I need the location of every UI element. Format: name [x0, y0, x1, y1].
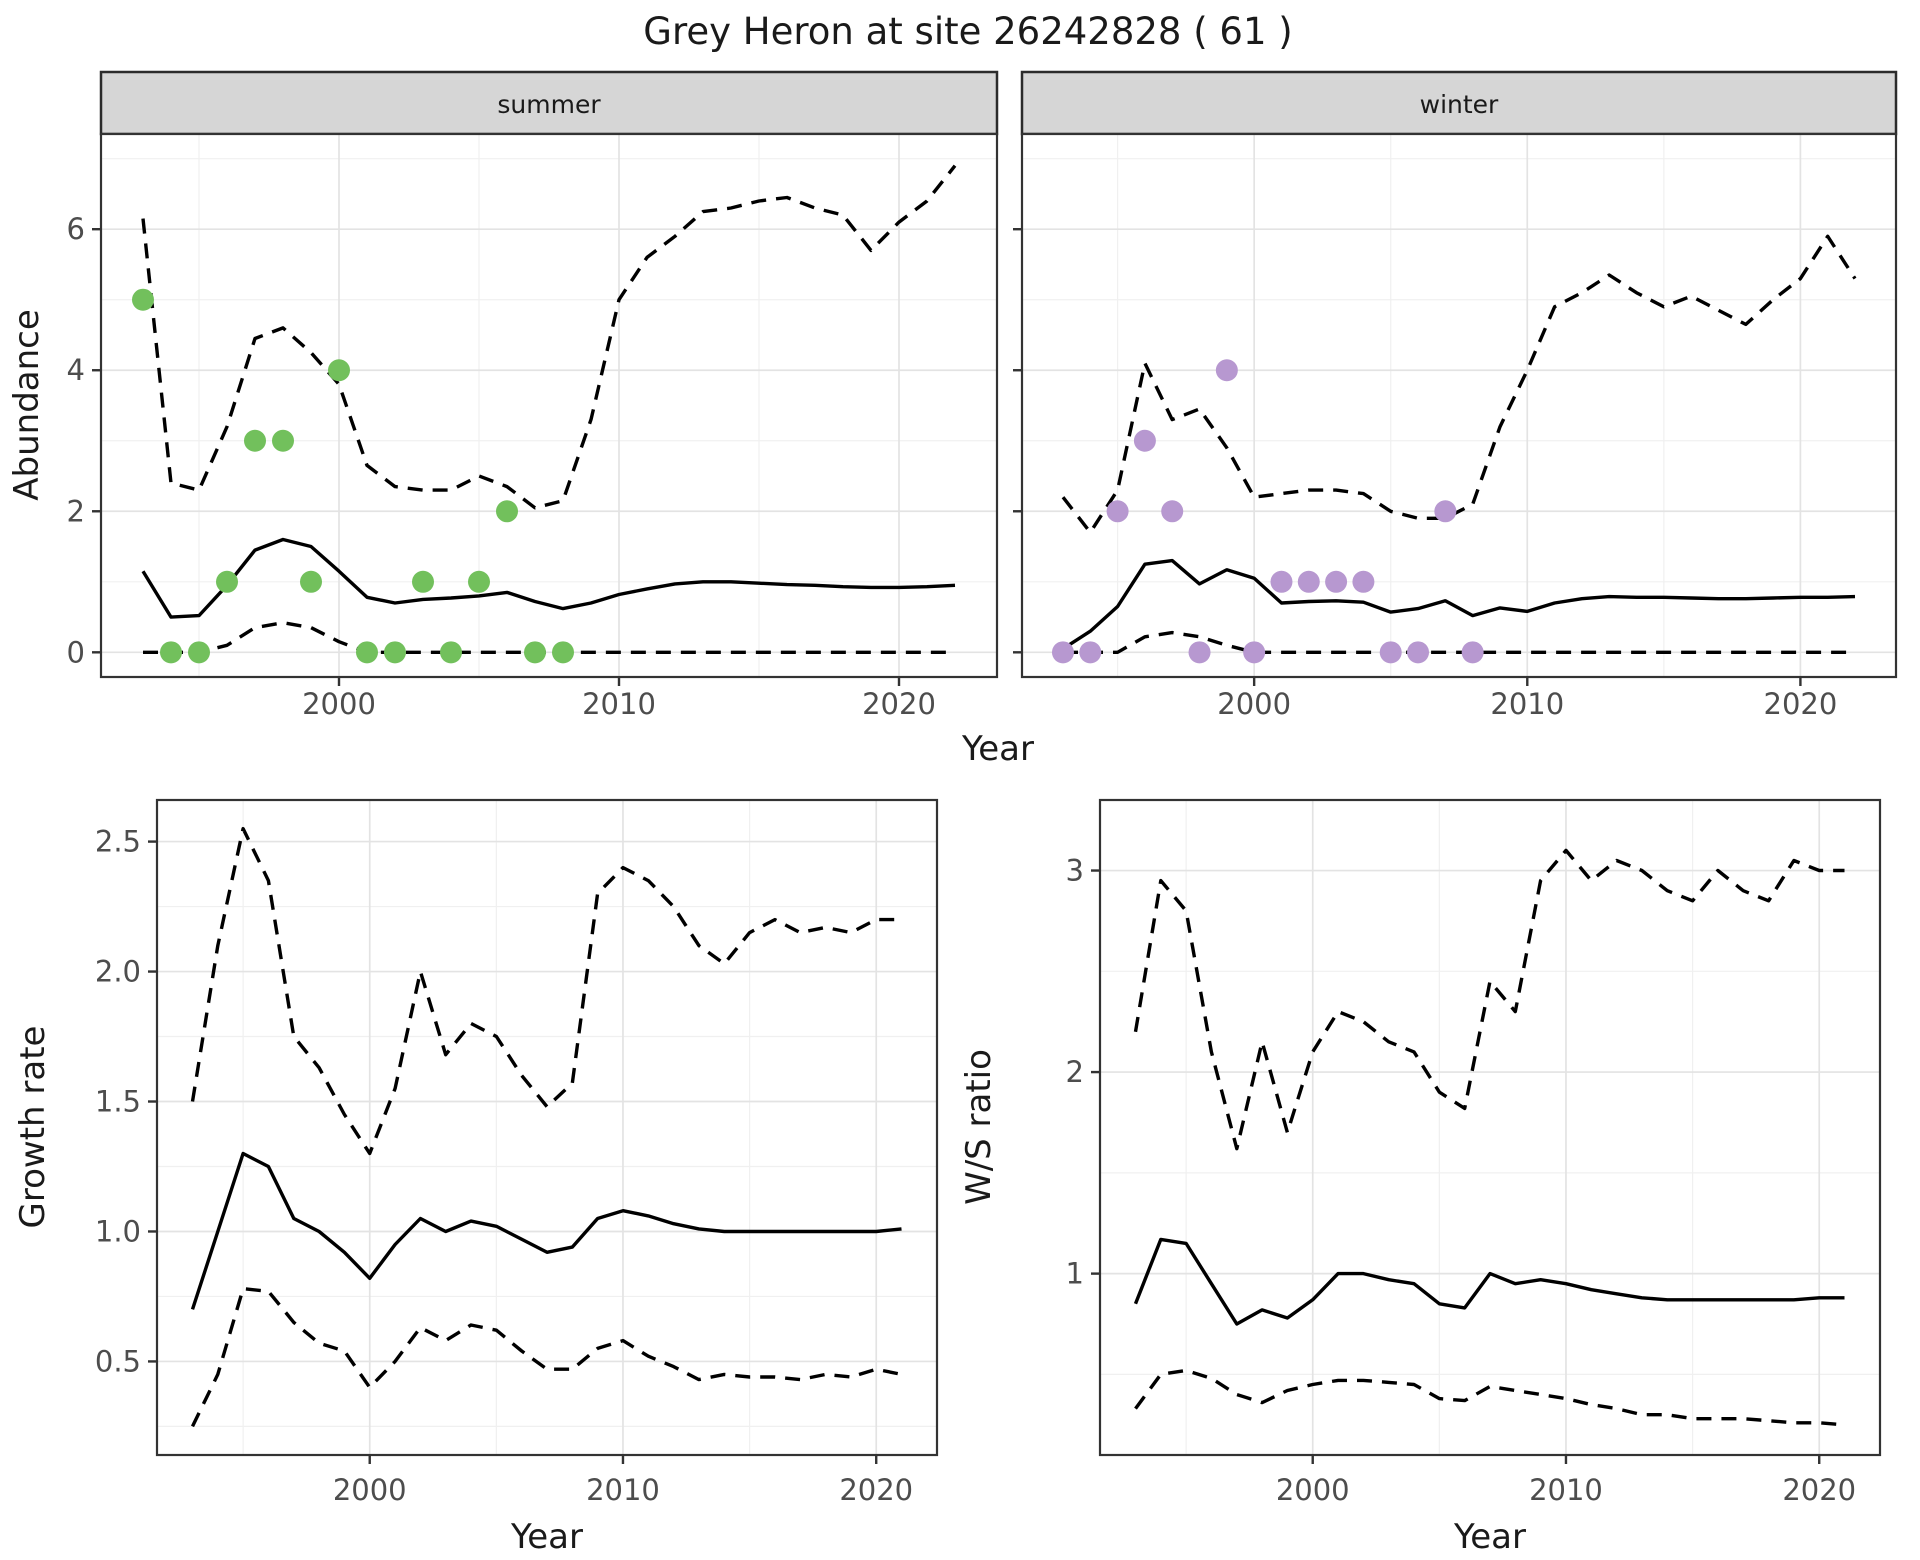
- summer-observation-point: [496, 500, 518, 523]
- summer-observation-point: [468, 570, 490, 593]
- facet-strip-summer-label: summer: [497, 90, 601, 119]
- series-median-line: [141, 537, 956, 619]
- winter-observation-point: [1379, 641, 1402, 664]
- series-median-line: [1062, 558, 1856, 651]
- winter-observation-point: [1161, 500, 1184, 523]
- x-tick-label: 2020: [1764, 687, 1838, 721]
- panel-layer: 2000 2010 2020 0 2 4 6 2000 2010 2020 2000 2010 2020…: [67, 132, 1898, 1507]
- summer-observation-point: [356, 641, 378, 664]
- summer-observation-point: [188, 641, 210, 664]
- x-tick-label: 2000: [1276, 1473, 1350, 1507]
- panel-border: [99, 132, 999, 679]
- summer-observation-point: [132, 288, 154, 311]
- winter-observation-point: [1352, 570, 1375, 593]
- summer-observation-point: [524, 641, 546, 664]
- winter-observation-point: [1188, 641, 1211, 664]
- winter-observation-point: [1461, 641, 1484, 664]
- y-tick-label: 2: [1066, 1055, 1084, 1089]
- winter-observation-point: [1051, 641, 1074, 664]
- x-tick-label: 2010: [1490, 687, 1564, 721]
- growth-year-axis-title: Year: [510, 1517, 583, 1557]
- panel-border: [1098, 798, 1882, 1457]
- summer-observation-point: [440, 641, 462, 664]
- panel-winter: 2000 2010 2020: [1013, 132, 1898, 721]
- y-tick-label: 1.5: [95, 1085, 141, 1119]
- y-tick-label: 0.5: [95, 1344, 141, 1378]
- x-tick-label: 2000: [1217, 687, 1291, 721]
- winter-observation-point: [1079, 641, 1102, 664]
- panel-growth: 2000 2010 2020 0.5 1.0 1.5 2.0 2.5: [95, 798, 939, 1507]
- top-year-axis-title: Year: [961, 729, 1034, 769]
- winter-observation-point: [1325, 570, 1348, 593]
- series-median-line: [190, 1151, 902, 1310]
- x-tick-label: 2020: [862, 687, 936, 721]
- winter-observation-point: [1407, 641, 1430, 664]
- summer-observation-point: [552, 641, 574, 664]
- series-upper_ci-line: [141, 164, 957, 510]
- series-lower_ci-line: [143, 621, 955, 654]
- x-tick-label: 2020: [839, 1473, 913, 1507]
- x-tick-label: 2000: [302, 687, 376, 721]
- y-tick-label: 3: [1066, 854, 1084, 888]
- facet-strip-winter: winter: [1020, 70, 1898, 136]
- facet-strip-winter-bg: [1020, 70, 1898, 136]
- ws-ratio-axis-title: W/S ratio: [959, 1049, 999, 1205]
- summer-observation-point: [272, 429, 294, 452]
- figure-title: Grey Heron at site 26242828 ( 61 ): [643, 10, 1292, 53]
- summer-observation-point: [328, 359, 350, 382]
- y-tick-label: 2: [67, 494, 85, 528]
- x-tick-label: 2010: [1529, 1473, 1603, 1507]
- growth-rate-axis-title: Growth rate: [13, 1026, 53, 1229]
- summer-observation-point: [160, 641, 182, 664]
- y-tick-label: 1: [1066, 1257, 1084, 1291]
- y-tick-label: 2.5: [95, 825, 141, 859]
- x-tick-label: 2020: [1782, 1473, 1856, 1507]
- panel-border: [1020, 132, 1898, 679]
- facet-strip-summer-bg: [99, 70, 999, 136]
- summer-observation-point: [412, 570, 434, 593]
- winter-observation-point: [1133, 429, 1156, 452]
- series-lower_ci-line: [1063, 630, 1855, 654]
- winter-observation-point: [1243, 641, 1266, 664]
- y-tick-label: 2.0: [95, 955, 141, 989]
- x-tick-label: 2010: [586, 1473, 660, 1507]
- winter-observation-point: [1297, 570, 1320, 593]
- ws-year-axis-title: Year: [1453, 1517, 1526, 1557]
- abundance-axis-title: Abundance: [7, 309, 47, 501]
- y-tick-label: 1.0: [95, 1214, 141, 1248]
- panel-border: [155, 798, 939, 1457]
- x-tick-label: 2010: [582, 687, 656, 721]
- panel-bg: [157, 800, 937, 1455]
- winter-observation-point: [1434, 500, 1457, 523]
- y-tick-label: 4: [67, 353, 85, 387]
- panel-bg: [1022, 134, 1896, 677]
- summer-observation-point: [384, 641, 406, 664]
- summer-observation-point: [244, 429, 266, 452]
- facet-strip-winter-label: winter: [1420, 90, 1499, 119]
- x-tick-label: 2000: [333, 1473, 407, 1507]
- y-tick-label: 0: [67, 635, 85, 669]
- winter-observation-point: [1106, 500, 1129, 523]
- y-tick-label: 6: [67, 212, 85, 246]
- summer-observation-point: [300, 570, 322, 593]
- series-upper_ci-line: [1133, 848, 1845, 1151]
- summer-observation-point: [216, 570, 238, 593]
- panel-summer: 2000 2010 2020 0 2 4 6: [67, 132, 999, 721]
- series-upper_ci-line: [1061, 234, 1857, 535]
- series-lower_ci-line: [190, 1286, 902, 1428]
- winter-observation-point: [1215, 359, 1238, 382]
- facet-strip-summer: summer: [99, 70, 999, 136]
- panel-ws: 2000 2010 2020 1 2 3: [1066, 798, 1882, 1507]
- series-lower_ci-line: [1134, 1368, 1845, 1427]
- winter-observation-point: [1270, 570, 1293, 593]
- series-median-line: [1133, 1237, 1845, 1326]
